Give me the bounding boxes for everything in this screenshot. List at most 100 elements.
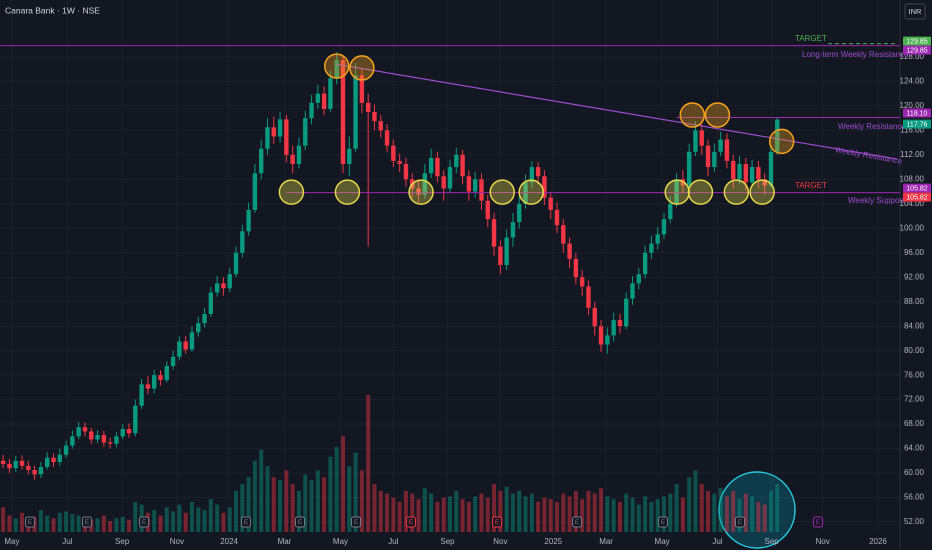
volume-bar [215, 504, 220, 532]
candle-body [82, 427, 88, 432]
candle-body [642, 252, 648, 275]
volume-bar [334, 447, 339, 532]
volume-bar [183, 512, 188, 532]
candle-body [51, 457, 56, 463]
currency-label[interactable]: INR [909, 7, 923, 16]
volume-bar [517, 490, 522, 532]
volume-bar [768, 490, 773, 532]
volume-bar [347, 466, 352, 532]
event-label: E [495, 519, 500, 526]
candle-body [133, 405, 138, 434]
event-marker[interactable]: E [139, 516, 149, 528]
volume-bar [492, 484, 497, 532]
event-marker[interactable]: E [25, 516, 35, 528]
volume-bar [290, 484, 295, 532]
candle-body [762, 179, 767, 186]
event-marker[interactable]: E [82, 516, 92, 528]
candle-body [107, 442, 113, 444]
candle-body [416, 188, 421, 195]
event-box [735, 516, 745, 528]
candle-body [535, 167, 541, 177]
volume-bar [580, 499, 585, 532]
candle-body [561, 225, 566, 244]
volume-bar [573, 490, 578, 532]
volume-bar [699, 484, 704, 532]
candle-body [768, 151, 774, 186]
x-tick-label: Jul [712, 537, 722, 546]
y-tick-label: 116.00 [900, 125, 924, 134]
event-marker[interactable]: E [572, 516, 582, 528]
volume-bar [479, 493, 484, 532]
x-tick-label: May [333, 537, 348, 546]
candle-body [328, 78, 333, 109]
candle-body [372, 111, 377, 122]
touch-point [723, 179, 750, 205]
volume-bar [95, 518, 100, 532]
price-tag-label: 105.82 [906, 194, 928, 201]
touch-point [518, 179, 544, 205]
volume-bar [234, 490, 239, 532]
event-marker[interactable]: E [295, 516, 305, 528]
candle-body [57, 454, 62, 463]
volume-bar [303, 474, 308, 532]
candle-body [233, 252, 239, 275]
event-marker[interactable]: E [351, 516, 361, 528]
candle-body [7, 463, 12, 469]
touch-point [489, 179, 515, 205]
currency-button[interactable] [904, 3, 926, 20]
volume-bar [51, 518, 56, 532]
volume-bar [586, 490, 591, 532]
touch-point [278, 179, 305, 205]
volume-bar [284, 470, 289, 532]
price-tag-label: 105.82 [906, 185, 928, 192]
volume-bar [687, 477, 692, 532]
event-label: E [244, 519, 249, 526]
x-tick-label: 2024 [220, 537, 238, 546]
volume-bar [227, 507, 232, 532]
y-tick-label: 80.00 [904, 346, 925, 355]
volume-bar [76, 515, 81, 532]
trendline [336, 63, 898, 160]
candle-body [284, 119, 289, 155]
candle-body [95, 435, 100, 440]
event-label: E [85, 519, 90, 526]
volume-bar [189, 501, 194, 532]
touch-point [768, 128, 795, 155]
x-tick-label: May [655, 537, 670, 546]
candle-body [189, 332, 195, 350]
volume-bar [359, 470, 364, 532]
candle-body [214, 283, 220, 293]
event-box [241, 516, 251, 528]
x-tick-label: May [4, 537, 19, 546]
candle-body [598, 326, 604, 345]
candle-body [636, 274, 642, 284]
event-marker[interactable]: E [241, 516, 251, 528]
price-tag: 129.85 [903, 45, 931, 55]
candle-body [479, 179, 484, 201]
event-marker[interactable]: E [406, 516, 416, 528]
x-tick-label: Mar [599, 537, 613, 546]
candle-body [353, 75, 358, 149]
candle-body [164, 365, 169, 381]
event-marker[interactable]: E [813, 516, 823, 528]
event-box [25, 516, 35, 528]
candle-body [674, 179, 679, 204]
candle-body [447, 167, 453, 189]
price-tag-label: 129.85 [906, 38, 928, 45]
price-tag-box [903, 183, 931, 193]
candle-body [258, 148, 264, 174]
candle-body [19, 460, 25, 466]
candle-body [340, 59, 346, 165]
volume-bar [429, 493, 434, 532]
event-marker[interactable]: E [658, 516, 668, 528]
volume-bar [322, 477, 327, 532]
event-marker[interactable]: E [492, 516, 502, 528]
candle-body [592, 307, 597, 327]
x-tick-label: Sep [440, 537, 455, 546]
price-tag: 118.10 [903, 108, 931, 118]
candle-body [617, 320, 623, 327]
event-marker[interactable]: E [735, 516, 745, 528]
volume-bar [731, 490, 736, 532]
candle-body [573, 258, 579, 278]
candle-body [422, 173, 428, 195]
